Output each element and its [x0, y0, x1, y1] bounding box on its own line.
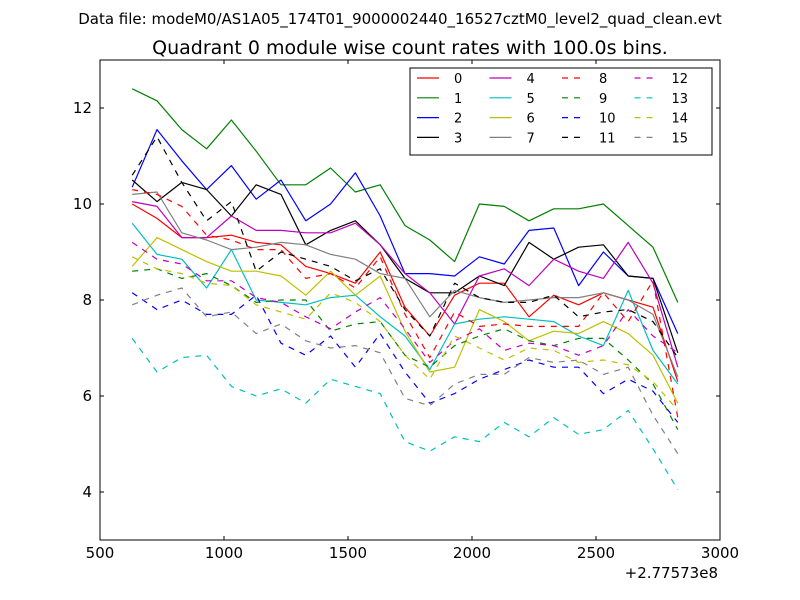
series-line-6 [131, 237, 679, 404]
x-offset-label: +2.77573e8 [625, 564, 718, 582]
series-line-4 [132, 201, 679, 368]
legend-label-8: 8 [599, 72, 607, 87]
x-tick-label: 500 [86, 544, 115, 562]
legend-label-3: 3 [454, 131, 462, 146]
x-tick-label: 2500 [577, 544, 615, 562]
chart-title: Quadrant 0 module wise count rates with … [152, 37, 668, 59]
legend-label-0: 0 [454, 72, 462, 87]
y-tick-label: 10 [73, 195, 92, 213]
legend-label-13: 13 [672, 92, 689, 107]
legend-label-6: 6 [527, 112, 535, 127]
legend-label-9: 9 [599, 92, 607, 107]
x-tick-label: 2000 [453, 544, 491, 562]
x-tick-label: 3000 [701, 544, 739, 562]
series-layer [131, 88, 679, 490]
legend-label-15: 15 [672, 131, 689, 146]
legend-label-7: 7 [527, 131, 535, 146]
x-tick-label: 1500 [329, 544, 367, 562]
legend-box [409, 67, 713, 156]
series-line-5 [131, 222, 679, 385]
series-line-0 [131, 203, 679, 382]
chart-suptitle: Data file: modeM0/AS1A05_174T01_90000024… [78, 10, 722, 29]
series-line-10 [131, 292, 679, 423]
legend-label-2: 2 [454, 112, 462, 127]
series-line-7 [132, 191, 679, 378]
series-line-15 [131, 287, 679, 454]
series-line-1 [131, 88, 679, 303]
y-tick-label: 12 [73, 99, 92, 117]
legend-label-11: 11 [599, 131, 616, 146]
y-tick-label: 8 [82, 291, 92, 309]
y-tick-label: 4 [82, 483, 92, 501]
legend-label-5: 5 [527, 92, 535, 107]
legend-label-10: 10 [599, 112, 616, 127]
series-line-13 [131, 338, 679, 490]
series-line-12 [131, 241, 679, 363]
legend-label-4: 4 [527, 72, 535, 87]
series-line-11 [131, 136, 679, 358]
x-tick-label: 1000 [205, 544, 243, 562]
y-tick-label: 6 [82, 387, 92, 405]
series-line-9 [132, 268, 679, 430]
series-line-14 [131, 256, 679, 411]
legend-label-12: 12 [672, 72, 689, 87]
legend-label-1: 1 [454, 92, 462, 107]
legend-label-14: 14 [672, 112, 689, 127]
